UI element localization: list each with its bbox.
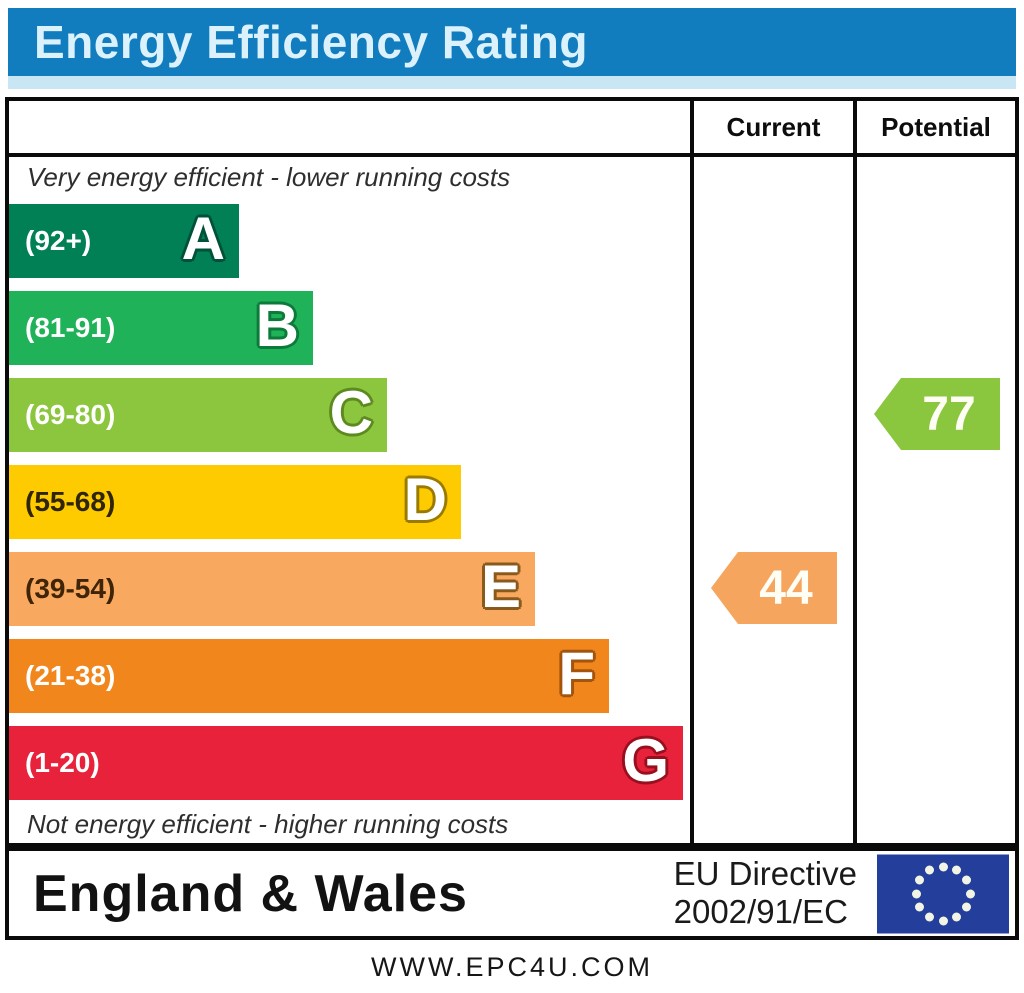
band-bar-C: (69-80) C (9, 377, 387, 452)
page-title: Energy Efficiency Rating (34, 16, 588, 68)
region-label: England & Wales (33, 864, 468, 923)
eu-flag-star (938, 916, 948, 925)
band-letter-D: D (403, 465, 447, 533)
band-row-A: (92+) A (9, 197, 690, 284)
title-bar-underline (8, 76, 1016, 89)
band-letter-B: B (255, 291, 299, 359)
eu-flag-star (965, 889, 975, 898)
band-row-G: (1-20) G (9, 719, 690, 806)
band-row-D: (55-68) D (9, 458, 690, 545)
band-range-label-E: (39-54) (25, 572, 116, 604)
band-range-label-G: (1-20) (25, 746, 100, 778)
eu-flag-star (925, 865, 934, 875)
band-row-B: (81-91) B (9, 284, 690, 371)
band-range-label-D: (55-68) (25, 485, 116, 517)
band-bar-G: (1-20) G (9, 725, 683, 800)
band-range-label-C: (69-80) (25, 398, 116, 430)
eu-flag-star (911, 889, 921, 898)
header-cell-potential: Potential (853, 101, 1015, 157)
band-range-label-F: (21-38) (25, 659, 116, 691)
eu-directive-line1: EU Directive (673, 854, 857, 892)
band-range-label-B: (81-91) (25, 311, 116, 343)
band-range-label-A: (92+) (25, 224, 92, 256)
potential-column-header: Potential (881, 111, 991, 142)
eu-directive-label: EU Directive 2002/91/EC (674, 855, 857, 933)
eu-flag-star (961, 875, 971, 885)
band-bar-E: (39-54) E (9, 551, 535, 626)
band-row-E: (39-54) E (9, 545, 690, 632)
band-bar-B: (81-91) B (9, 290, 313, 365)
current-column-header: Current (726, 111, 821, 142)
header-cell-empty (9, 101, 690, 157)
current-rating-column: 44 (690, 157, 853, 843)
bands-column: Very energy efficient - lower running co… (9, 157, 690, 843)
eu-flag-star (915, 902, 925, 912)
title-bar: Energy Efficiency Rating (8, 8, 1016, 76)
eu-directive-line2: 2002/91/EC (673, 893, 848, 931)
band-letter-G: G (622, 726, 669, 794)
band-bar-D: (55-68) D (9, 464, 461, 539)
caption-top: Very energy efficient - lower running co… (27, 161, 511, 192)
band-row-C: (69-80) C (9, 371, 690, 458)
eu-flag-star (915, 875, 925, 885)
header-cell-current: Current (690, 101, 853, 157)
potential-rating-column: 77 (853, 157, 1015, 843)
band-letter-F: F (558, 639, 595, 707)
eu-flag-star (952, 912, 961, 922)
eu-flag-star (952, 865, 961, 875)
eu-flag-icon (877, 854, 1009, 933)
band-bar-F: (21-38) F (9, 638, 609, 713)
eu-flag-star (961, 902, 971, 912)
bands: (92+) A (81-91) B (69-80) C (55-68) D (39-54) E (2… (9, 197, 690, 806)
caption-bottom: Not energy efficient - higher running co… (27, 809, 509, 839)
band-letter-E: E (480, 552, 521, 620)
rating-table: Current Potential Very energy efficient … (5, 97, 1019, 847)
current-rating-arrow: 44 (711, 552, 837, 624)
footer-bar: England & Wales EU Directive 2002/91/EC (5, 847, 1019, 940)
eu-flag-star (938, 862, 948, 871)
website-url: WWW.EPC4U.COM (371, 952, 653, 982)
band-bar-A: (92+) A (9, 203, 239, 278)
band-letter-C: C (329, 378, 373, 446)
potential-rating-arrow: 77 (874, 378, 1000, 450)
eu-flag-star (925, 912, 934, 922)
band-row-F: (21-38) F (9, 632, 690, 719)
band-letter-A: A (181, 204, 225, 272)
